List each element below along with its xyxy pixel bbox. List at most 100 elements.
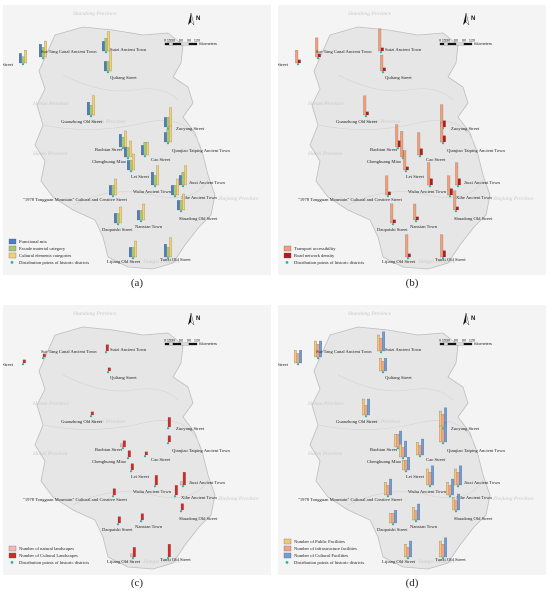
bar-c-1-8 [127,450,131,458]
panel-label-d: (d) [405,577,419,589]
town-bar-group [440,234,446,260]
bar-d-0-8 [398,444,402,458]
historic-district-point [181,185,185,188]
historic-district-point [456,185,460,188]
bar-d-0-13 [446,482,449,496]
town-bar-group [439,537,448,560]
historic-district-point [143,455,147,458]
bar-d-1-14 [386,485,390,496]
river-line [72,479,209,506]
legend-text: Facade material category [19,246,66,251]
town-bar-group [453,190,459,213]
town-label: "1978 Tongguan Mountain" Cultural and Cr… [23,197,128,202]
bar-b-1-13 [449,188,453,196]
scale-tick: 120 [469,39,475,43]
town-bar-group [171,178,180,198]
legend-swatch [8,238,17,245]
town-label: Jiuxi Ancient Town [464,180,501,185]
bar-d-2-16 [417,503,421,521]
town-label: Lei Street [406,174,425,179]
bar-d-2-3 [384,358,388,372]
town-label: Chenghuang Miao [367,159,402,164]
historic-district-point [153,185,157,188]
town-label: "1978 Tongguan Mountain" Cultural and Cr… [298,497,403,502]
town-bar-group [383,478,393,498]
legend-text: Number of Cultural Landscapes [19,553,78,558]
bar-c-1-18 [132,547,136,558]
river-line [62,74,179,101]
historic-district-point [179,510,183,513]
legend-dot-icon [10,261,14,264]
town-label: Lei Street [131,174,150,179]
town-label: Wuhu Ancient Town [133,189,172,194]
historic-district-point [126,157,130,160]
scale-tick: 90 [462,39,466,43]
bar-d-1-4 [364,405,368,416]
town-label: Shuadong Old Street [454,216,493,221]
bar-d-2-19 [444,537,448,558]
historic-district-point [418,455,422,458]
province-label: Hubei Province [307,151,343,157]
historic-district-point [454,510,458,513]
bar-d-1-17 [391,513,395,524]
town-label: Wuhu Ancient Town [408,489,447,494]
bar-c-1-1 [42,353,46,358]
town-label: Qianjiao Taiping Ancient Town [172,448,230,453]
bar-b-0-15 [453,190,457,211]
bar-d-1-10 [404,460,408,471]
historic-district-point [121,147,125,150]
bar-d-2-9 [421,438,425,456]
legend-text: Distribution points of historic district… [294,560,364,565]
town-bar-group [427,162,433,188]
bar-b-1-5 [442,120,446,128]
bar-a-1-17 [116,213,120,224]
bar-b-0-6 [440,122,444,143]
town-label: Qianjiao Taiping Ancient Town [447,148,505,153]
bar-a-2-4 [92,95,96,116]
map-panel-d: Shandong Province Henan Province Hubei Pro… [278,305,546,575]
bar-b-0-1 [315,37,319,58]
bar-b-1-6 [442,135,446,143]
town-bar-group [363,95,369,118]
town-label: "1978 Tongguan Mountain" Cultural and Cr… [23,497,128,502]
bar-a-1-19 [166,247,170,258]
province-label: Jiangxi Province [418,559,456,565]
town-label: Suizi Ancient Town [385,47,422,52]
legend-text: Distribution points of historic district… [294,260,364,265]
bar-a-0-2 [101,41,105,52]
bar-c-1-9 [144,451,148,456]
historic-district-point [41,357,45,360]
town-bar-group [153,475,158,488]
bar-a-1-18 [131,247,135,258]
scale-unit: Kilometers [199,342,217,346]
legend-swatch [8,245,17,252]
town-label: Guanzhong Old Street [61,419,103,424]
town-label: Guanzhong Old Street [336,419,378,424]
bar-b-0-2 [378,28,382,52]
north-letter: N [196,16,200,22]
bar-b-0-10 [403,150,407,171]
town-bar-group [151,165,160,188]
bar-b-1-16 [415,216,419,221]
bar-b-0-8 [400,131,404,158]
town-bar-group [86,95,96,118]
town-bar-group [130,547,136,560]
town-bar-group [454,465,463,488]
town-label: Baobian Street [95,147,123,152]
bar-d-0-16 [412,507,415,521]
river-line [317,420,479,456]
province-label: Zhejiang Province [218,196,259,202]
town-label: Jiuxi Ancient Town [464,480,501,485]
legend-swatch [283,538,292,545]
bar-a-1-14 [111,185,115,196]
legend-swatch [283,552,292,559]
bar-a-0-4 [86,102,90,116]
town-label: Bozhou Old Street [278,62,289,67]
scale-tick: 120 [194,39,200,43]
bar-a-1-15 [179,200,183,211]
bar-d-2-13 [451,478,455,496]
town-bar-group [446,478,455,498]
bar-c-1-5 [167,417,171,428]
bar-d-1-9 [418,445,422,456]
bar-a-0-6 [164,132,167,143]
